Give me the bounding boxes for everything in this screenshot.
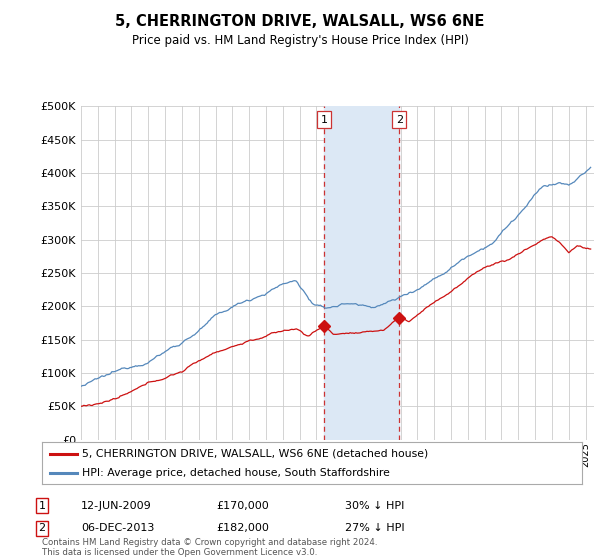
Text: 06-DEC-2013: 06-DEC-2013 <box>81 523 154 533</box>
Text: 1: 1 <box>320 115 328 125</box>
Text: £170,000: £170,000 <box>216 501 269 511</box>
Text: 5, CHERRINGTON DRIVE, WALSALL, WS6 6NE: 5, CHERRINGTON DRIVE, WALSALL, WS6 6NE <box>115 14 485 29</box>
Text: 27% ↓ HPI: 27% ↓ HPI <box>345 523 404 533</box>
Text: Price paid vs. HM Land Registry's House Price Index (HPI): Price paid vs. HM Land Registry's House … <box>131 34 469 46</box>
Text: 5, CHERRINGTON DRIVE, WALSALL, WS6 6NE (detached house): 5, CHERRINGTON DRIVE, WALSALL, WS6 6NE (… <box>83 449 429 459</box>
Text: £182,000: £182,000 <box>216 523 269 533</box>
Text: 2: 2 <box>395 115 403 125</box>
Text: 30% ↓ HPI: 30% ↓ HPI <box>345 501 404 511</box>
Text: HPI: Average price, detached house, South Staffordshire: HPI: Average price, detached house, Sout… <box>83 468 391 478</box>
Bar <box>324 106 399 440</box>
Text: Contains HM Land Registry data © Crown copyright and database right 2024.
This d: Contains HM Land Registry data © Crown c… <box>42 538 377 557</box>
Text: 12-JUN-2009: 12-JUN-2009 <box>81 501 152 511</box>
Text: 2: 2 <box>38 523 46 533</box>
Text: 1: 1 <box>38 501 46 511</box>
